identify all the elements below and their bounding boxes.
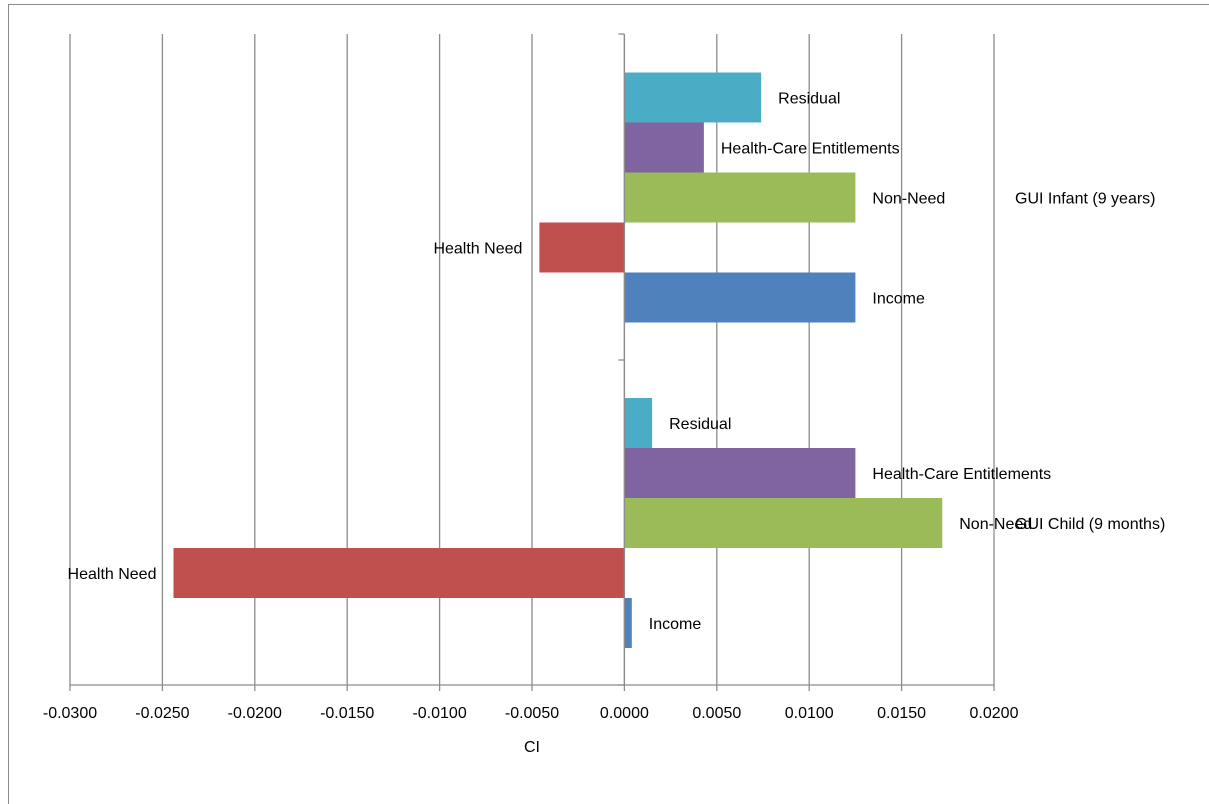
bar-income xyxy=(624,598,632,648)
bar-data-label: Non-Need xyxy=(959,516,1032,533)
x-tick-label: -0.0050 xyxy=(505,705,559,722)
bar-residual xyxy=(624,72,762,123)
bar-health-care-entitlements xyxy=(624,448,856,498)
bar-data-label: Residual xyxy=(669,416,731,433)
bar-non-need xyxy=(624,498,943,548)
x-tick-label: -0.0100 xyxy=(412,705,466,722)
x-axis-title: CI xyxy=(524,739,540,756)
x-tick-labels: -0.0300 -0.0250 -0.0200 -0.0150 -0.0100 -0.00… xyxy=(43,705,1019,722)
x-tick-label: 0.0200 xyxy=(970,705,1019,722)
chart-frame xyxy=(8,4,1209,804)
x-tick-label: 0.0050 xyxy=(692,705,741,722)
category-label: GUI Child (9 months) xyxy=(1015,516,1165,533)
bar-health-need xyxy=(539,222,625,273)
bars xyxy=(173,72,943,648)
group-labels: GUI Child (9 months) GUI Infant (9 years) xyxy=(1015,191,1165,534)
x-tick-label: 0.0150 xyxy=(877,705,926,722)
bar-data-label: Health Need xyxy=(68,566,157,583)
bar-data-label: Income xyxy=(872,291,925,308)
x-tick-label: -0.0200 xyxy=(228,705,282,722)
bar-data-label: Residual xyxy=(778,91,840,108)
bar-income xyxy=(624,272,856,323)
bar-labels: Income Health Need Non-Need Health-Care Ent… xyxy=(68,91,1052,634)
x-tick-label: -0.0250 xyxy=(135,705,189,722)
bar-health-care-entitlements xyxy=(624,122,704,173)
bar-data-label: Health-Care Entitlements xyxy=(872,466,1051,483)
bar-data-label: Health-Care Entitlements xyxy=(721,141,900,158)
x-tick-label: 0.0000 xyxy=(600,705,649,722)
category-label: GUI Infant (9 years) xyxy=(1015,191,1156,208)
x-tick-label: -0.0150 xyxy=(320,705,374,722)
x-tick-label: -0.0300 xyxy=(43,705,97,722)
bar-health-need xyxy=(173,548,625,598)
x-tick-label: 0.0100 xyxy=(785,705,834,722)
bar-residual xyxy=(624,398,653,448)
bar-non-need xyxy=(624,172,856,223)
bar-data-label: Income xyxy=(649,616,702,633)
bar-data-label: Non-Need xyxy=(872,191,945,208)
bar-data-label: Health Need xyxy=(433,241,522,258)
axes xyxy=(69,33,995,691)
